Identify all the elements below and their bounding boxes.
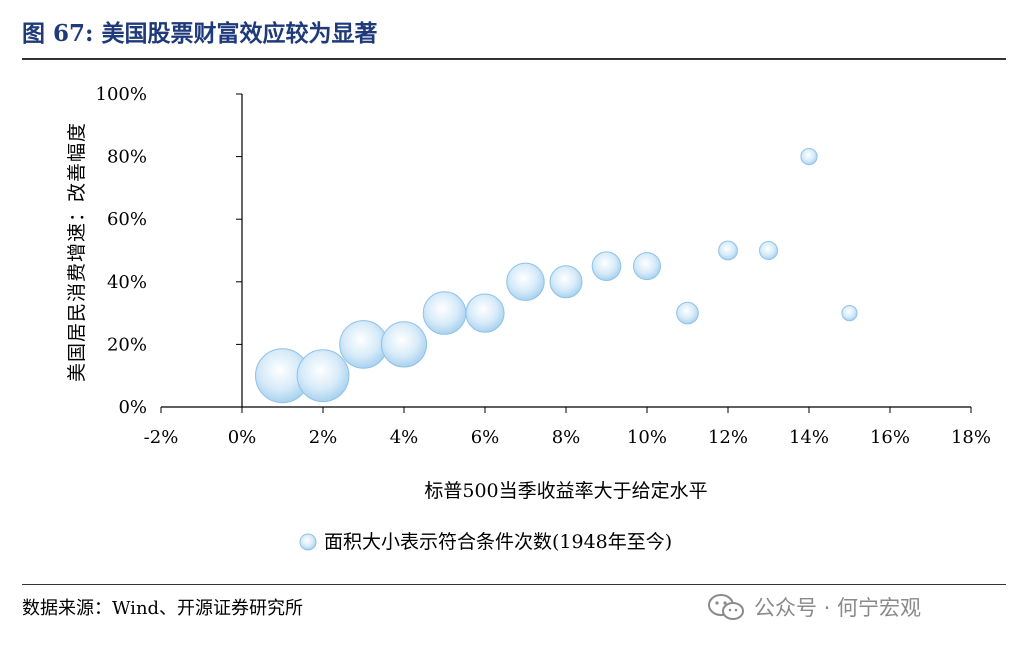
bubble-point bbox=[759, 241, 778, 260]
x-tick-label: 6% bbox=[471, 427, 500, 448]
y-tick-label: 80% bbox=[107, 147, 147, 168]
y-tick-label: 60% bbox=[107, 209, 147, 230]
watermark: 公众号 · 何宁宏观 bbox=[706, 592, 921, 622]
bubble-point bbox=[591, 251, 622, 281]
wechat-icon bbox=[708, 594, 744, 620]
x-tick-label: 14% bbox=[789, 427, 829, 448]
bubble-point bbox=[718, 240, 738, 261]
x-tick-label: 0% bbox=[228, 427, 257, 448]
x-tick-label: 10% bbox=[627, 427, 667, 448]
y-tick-label: 100% bbox=[96, 84, 147, 105]
x-tick-label: 12% bbox=[708, 427, 748, 448]
bubble-point bbox=[800, 148, 818, 166]
bubble-point bbox=[506, 262, 545, 301]
footer-divider bbox=[22, 584, 1006, 585]
y-tick-label: 20% bbox=[107, 334, 147, 355]
tick-labels: -2% 0% 2% 4% 6% 8% 10% 12% 14% 16% 18% 0% 20% 40% 60% 8… bbox=[96, 84, 991, 448]
axes bbox=[160, 93, 972, 413]
bubble-point bbox=[549, 265, 583, 299]
y-axis-title: 美国居民消费增速：改善幅度 bbox=[66, 122, 88, 382]
x-tick-label: 4% bbox=[390, 427, 419, 448]
y-tick-label: 40% bbox=[107, 272, 147, 293]
x-tick-label: 18% bbox=[951, 427, 991, 448]
x-tick-label: 8% bbox=[552, 427, 581, 448]
x-tick-label: 16% bbox=[870, 427, 910, 448]
bubble-point bbox=[676, 301, 699, 325]
bubble-chart: -2% 0% 2% 4% 6% 8% 10% 12% 14% 16% 18% 0% 20% 40% 60% 8… bbox=[66, 84, 991, 553]
x-tick-label: -2% bbox=[144, 427, 179, 448]
bubble-point bbox=[633, 252, 661, 281]
y-tick-label: 0% bbox=[118, 397, 147, 418]
legend: 面积大小表示符合条件次数(1948年至今) bbox=[299, 531, 672, 553]
bubble-point bbox=[380, 321, 428, 368]
legend-label: 面积大小表示符合条件次数(1948年至今) bbox=[324, 531, 672, 553]
watermark-text: 公众号 · 何宁宏观 bbox=[754, 596, 922, 620]
figure-title: 图 67: 美国股票财富效应较为显著 bbox=[22, 20, 378, 47]
bubble-point bbox=[465, 293, 505, 333]
legend-marker bbox=[299, 533, 317, 551]
data-points bbox=[255, 148, 858, 404]
title-divider bbox=[22, 58, 1006, 60]
bubble-point bbox=[422, 291, 467, 335]
source-note: 数据来源：Wind、开源证券研究所 bbox=[22, 598, 304, 619]
bubble-point bbox=[296, 349, 350, 403]
x-tick-label: 2% bbox=[309, 427, 338, 448]
x-axis-title: 标普500当季收益率大于给定水平 bbox=[424, 480, 707, 502]
bubble-point bbox=[841, 305, 858, 322]
bubble-point bbox=[339, 320, 388, 369]
